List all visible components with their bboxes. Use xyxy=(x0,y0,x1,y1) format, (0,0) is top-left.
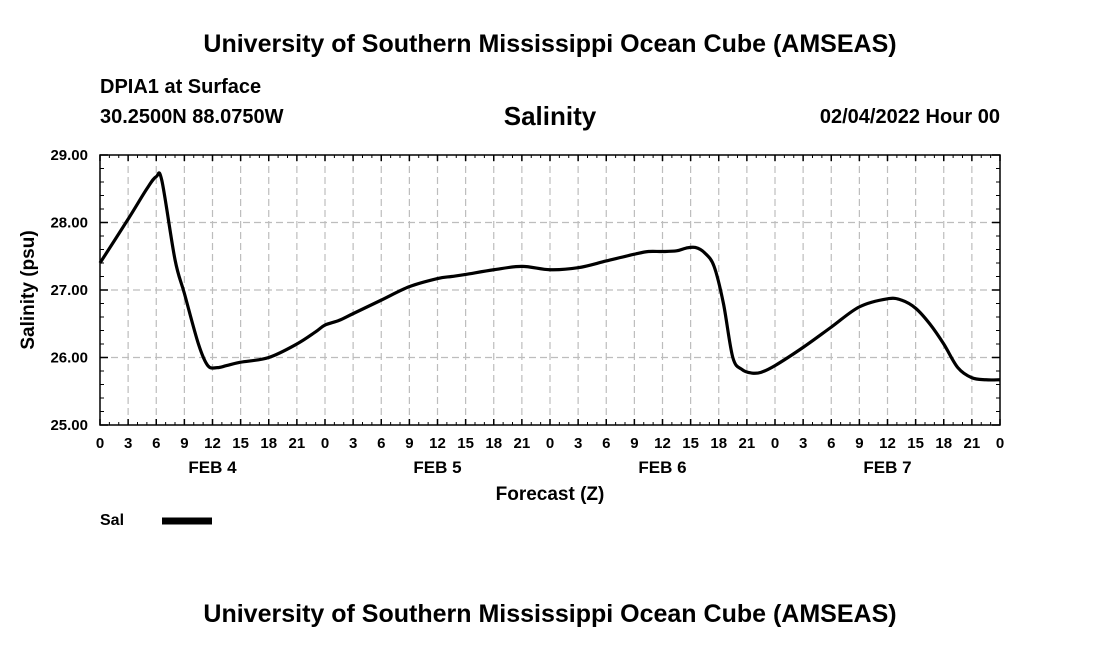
y-tick-label: 26.00 xyxy=(50,350,88,367)
x-tick-label: 18 xyxy=(710,435,727,452)
x-tick-label: 3 xyxy=(124,435,132,452)
grid-layer xyxy=(100,155,1000,425)
date-label: 02/04/2022 Hour 00 xyxy=(819,106,1000,128)
x-tick-label: 15 xyxy=(907,435,924,452)
bottom-title: University of Southern Mississippi Ocean… xyxy=(203,600,897,628)
x-tick-label: 3 xyxy=(799,435,807,452)
x-tick-label: 12 xyxy=(429,435,446,452)
x-tick-label: 3 xyxy=(349,435,357,452)
x-tick-label: 3 xyxy=(574,435,582,452)
legend-label: Sal xyxy=(100,512,124,529)
series-line-sal xyxy=(98,171,1001,382)
x-tick-label: 18 xyxy=(935,435,952,452)
x-axis-title: Forecast (Z) xyxy=(496,484,605,505)
x-tick-label: 0 xyxy=(771,435,779,452)
top-title: University of Southern Mississippi Ocean… xyxy=(203,30,897,58)
plot-frame xyxy=(99,154,1001,426)
x-tick-label: 21 xyxy=(739,435,756,452)
y-axis-title: Salinity (psu) xyxy=(18,230,39,349)
x-tick-label: 6 xyxy=(377,435,385,452)
x-tick-label: 21 xyxy=(289,435,306,452)
x-tick-label: 12 xyxy=(204,435,221,452)
station-label: DPIA1 at Surface xyxy=(100,76,262,98)
chart-title: Salinity xyxy=(503,101,597,131)
series-layer xyxy=(98,171,1001,382)
day-label: FEB 4 xyxy=(188,458,237,477)
x-tick-label: 6 xyxy=(602,435,610,452)
x-tick-label: 6 xyxy=(827,435,835,452)
x-tick-label: 0 xyxy=(546,435,554,452)
x-tick-label: 18 xyxy=(260,435,277,452)
x-tick-label: 12 xyxy=(654,435,671,452)
x-tick-label: 0 xyxy=(321,435,329,452)
y-tick-label: 28.00 xyxy=(50,215,88,232)
day-label: FEB 5 xyxy=(413,458,461,477)
x-tick-label: 15 xyxy=(232,435,249,452)
x-tick-label: 0 xyxy=(996,435,1004,452)
location-label: 30.2500N 88.0750W xyxy=(100,106,284,128)
x-tick-label: 0 xyxy=(96,435,104,452)
x-tick-label: 18 xyxy=(485,435,502,452)
y-tick-label: 27.00 xyxy=(50,282,88,299)
x-tick-label: 9 xyxy=(180,435,188,452)
x-tick-label: 12 xyxy=(879,435,896,452)
x-tick-label: 9 xyxy=(405,435,413,452)
day-label: FEB 7 xyxy=(863,458,911,477)
y-tick-label: 25.00 xyxy=(50,417,88,434)
day-label: FEB 6 xyxy=(638,458,686,477)
x-tick-label: 9 xyxy=(630,435,638,452)
x-tick-label: 15 xyxy=(682,435,699,452)
y-tick-label: 29.00 xyxy=(50,147,88,164)
x-tick-label: 21 xyxy=(514,435,531,452)
x-tick-label: 6 xyxy=(152,435,160,452)
x-tick-label: 21 xyxy=(964,435,981,452)
label-layer: 0 3 6 9 12 15 18 21 0 3 6 9 12 15 18 21 0 3 6 9 12 15 18 21 0 3 6 9… xyxy=(18,147,1004,529)
axis-layer xyxy=(99,154,1001,426)
x-tick-label: 15 xyxy=(457,435,474,452)
x-tick-label: 9 xyxy=(855,435,863,452)
